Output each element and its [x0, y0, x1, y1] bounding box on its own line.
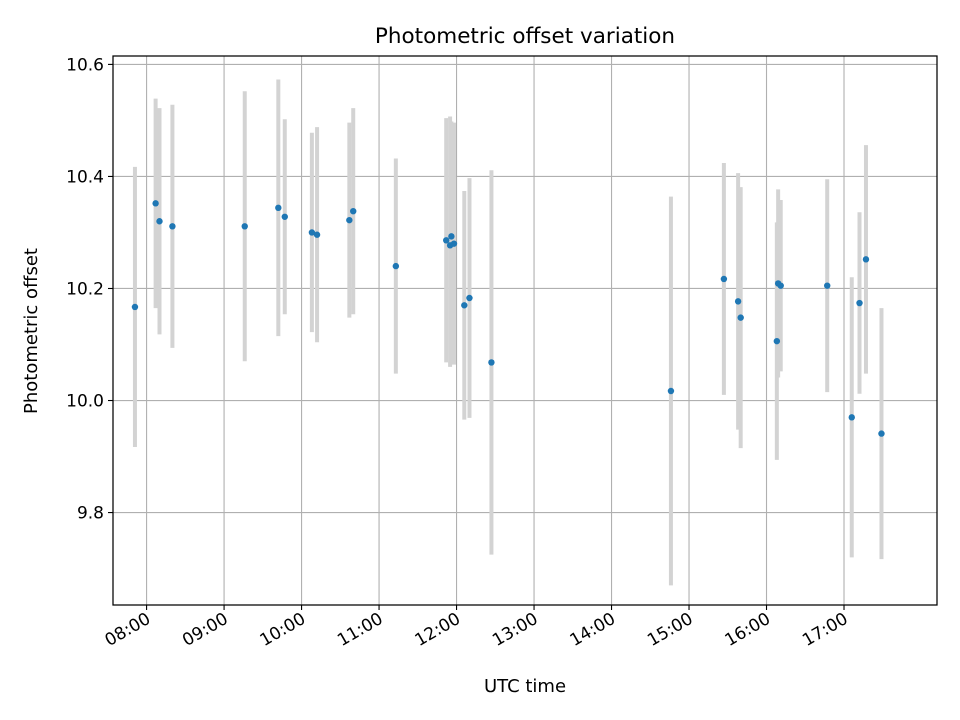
x-tick-label: 08:00	[102, 609, 154, 651]
error-bars	[132, 79, 884, 586]
data-point	[152, 200, 159, 207]
plot-frame	[112, 55, 938, 606]
data-point	[777, 282, 784, 289]
y-tick-label: 9.8	[77, 504, 104, 524]
y-axis-label: Photometric offset	[21, 248, 42, 414]
data-point	[734, 298, 742, 305]
data-point	[169, 223, 176, 230]
x-tick-label: 09:00	[179, 609, 231, 651]
data-point	[862, 256, 870, 263]
x-tick-label: 12:00	[412, 609, 464, 651]
x-tick-label: 10:00	[257, 609, 309, 651]
y-tick-label: 10.2	[66, 279, 104, 299]
data-points	[131, 200, 885, 437]
data-point	[275, 204, 282, 212]
x-axis-label: UTC time	[484, 676, 566, 697]
data-point	[156, 218, 163, 225]
data-point	[448, 233, 455, 240]
x-tick-label: 16:00	[722, 609, 774, 651]
x-tick-label: 14:00	[567, 609, 619, 651]
data-point	[720, 275, 728, 283]
data-point	[773, 337, 781, 345]
data-point	[466, 294, 473, 302]
y-tick-label: 10.6	[66, 55, 104, 75]
chart-title: Photometric offset variation	[375, 24, 675, 49]
data-point	[450, 240, 458, 247]
data-point	[392, 262, 400, 270]
data-point	[488, 359, 495, 366]
x-axis-ticks: 08:00 09:00 10:00 11:00 12:00 13:00 14:00 15:00…	[102, 605, 852, 651]
data-point	[131, 303, 139, 311]
data-point	[281, 213, 288, 220]
data-point	[737, 314, 744, 321]
data-point	[346, 216, 353, 224]
data-point	[461, 302, 468, 309]
data-point	[443, 237, 450, 244]
y-axis-ticks: 9.8 10.0 10.2 10.4 10.6	[66, 55, 113, 524]
y-tick-label: 10.4	[66, 167, 104, 187]
data-point	[241, 223, 248, 230]
data-point	[824, 282, 831, 289]
data-point	[308, 229, 316, 236]
data-point	[856, 299, 863, 307]
data-point	[313, 231, 321, 238]
y-tick-label: 10.0	[66, 392, 104, 412]
x-tick-label: 11:00	[334, 609, 386, 651]
grid	[113, 56, 937, 605]
x-tick-label: 13:00	[489, 609, 541, 651]
data-point	[878, 430, 885, 437]
data-point	[848, 414, 855, 421]
data-point	[350, 207, 357, 215]
x-tick-label: 17:00	[799, 609, 851, 651]
x-tick-label: 15:00	[644, 609, 696, 651]
data-point	[667, 387, 675, 395]
